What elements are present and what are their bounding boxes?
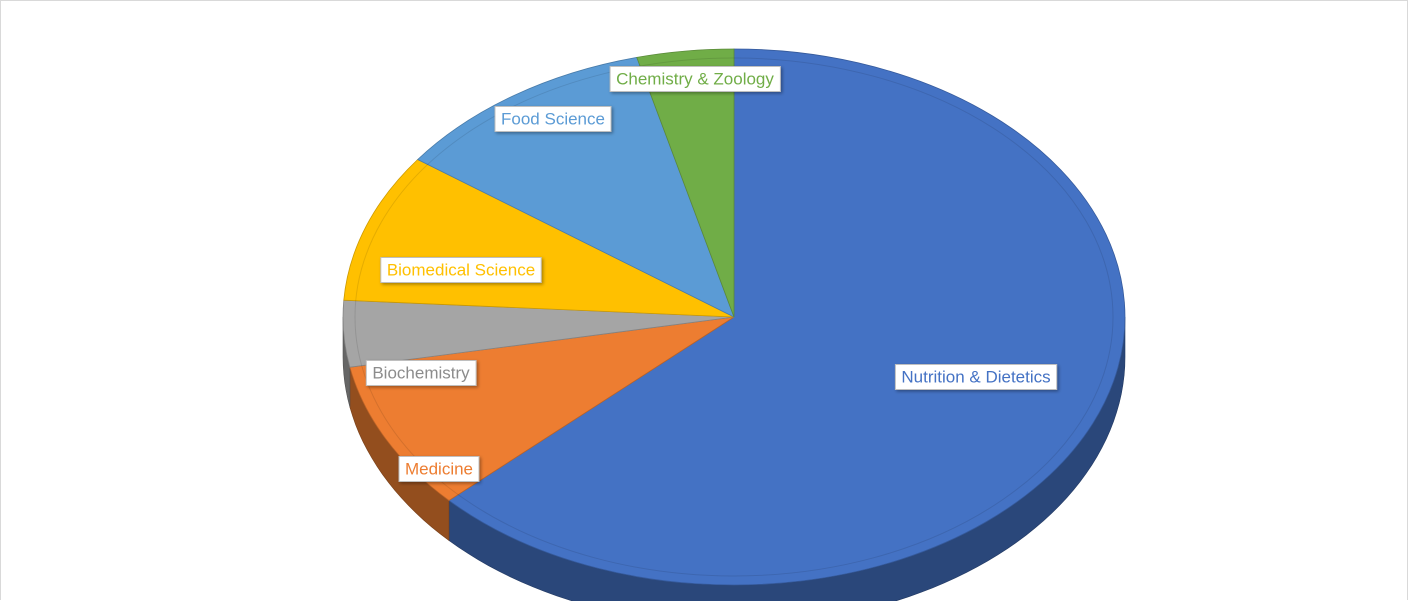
data-label-text: Biochemistry — [372, 364, 470, 383]
data-label-box — [494, 106, 612, 132]
pie-slice-chemistry-zoology — [636, 48, 735, 318]
data-label-text: Food Science — [501, 110, 605, 129]
data-label-box — [894, 364, 1058, 390]
data-label-food-science: Food Science — [494, 106, 612, 132]
data-label-text: Nutrition & Dietetics — [901, 368, 1050, 387]
data-label-box — [380, 257, 542, 283]
data-label-chemistry-zoology: Chemistry & Zoology — [609, 66, 781, 92]
pie-slice-nutrition-dietetics — [448, 48, 1126, 586]
data-label-text: Medicine — [405, 460, 473, 479]
data-label-biomedical-science: Biomedical Science — [380, 257, 542, 283]
data-label-nutrition-dietetics: Nutrition & Dietetics — [894, 364, 1058, 390]
data-label-box — [609, 66, 781, 92]
data-label-medicine: Medicine — [398, 456, 480, 482]
data-label-biochemistry: Biochemistry — [365, 360, 477, 386]
data-label-box — [398, 456, 480, 482]
pie-data-labels: Nutrition & Dietetics Medicine Biochemistr… — [365, 66, 1058, 482]
pie-bevel-rim — [354, 57, 1114, 577]
data-label-text: Biomedical Science — [387, 261, 535, 280]
data-label-text: Chemistry & Zoology — [616, 70, 774, 89]
pie-top-faces — [342, 48, 1126, 586]
data-label-box — [365, 360, 477, 386]
